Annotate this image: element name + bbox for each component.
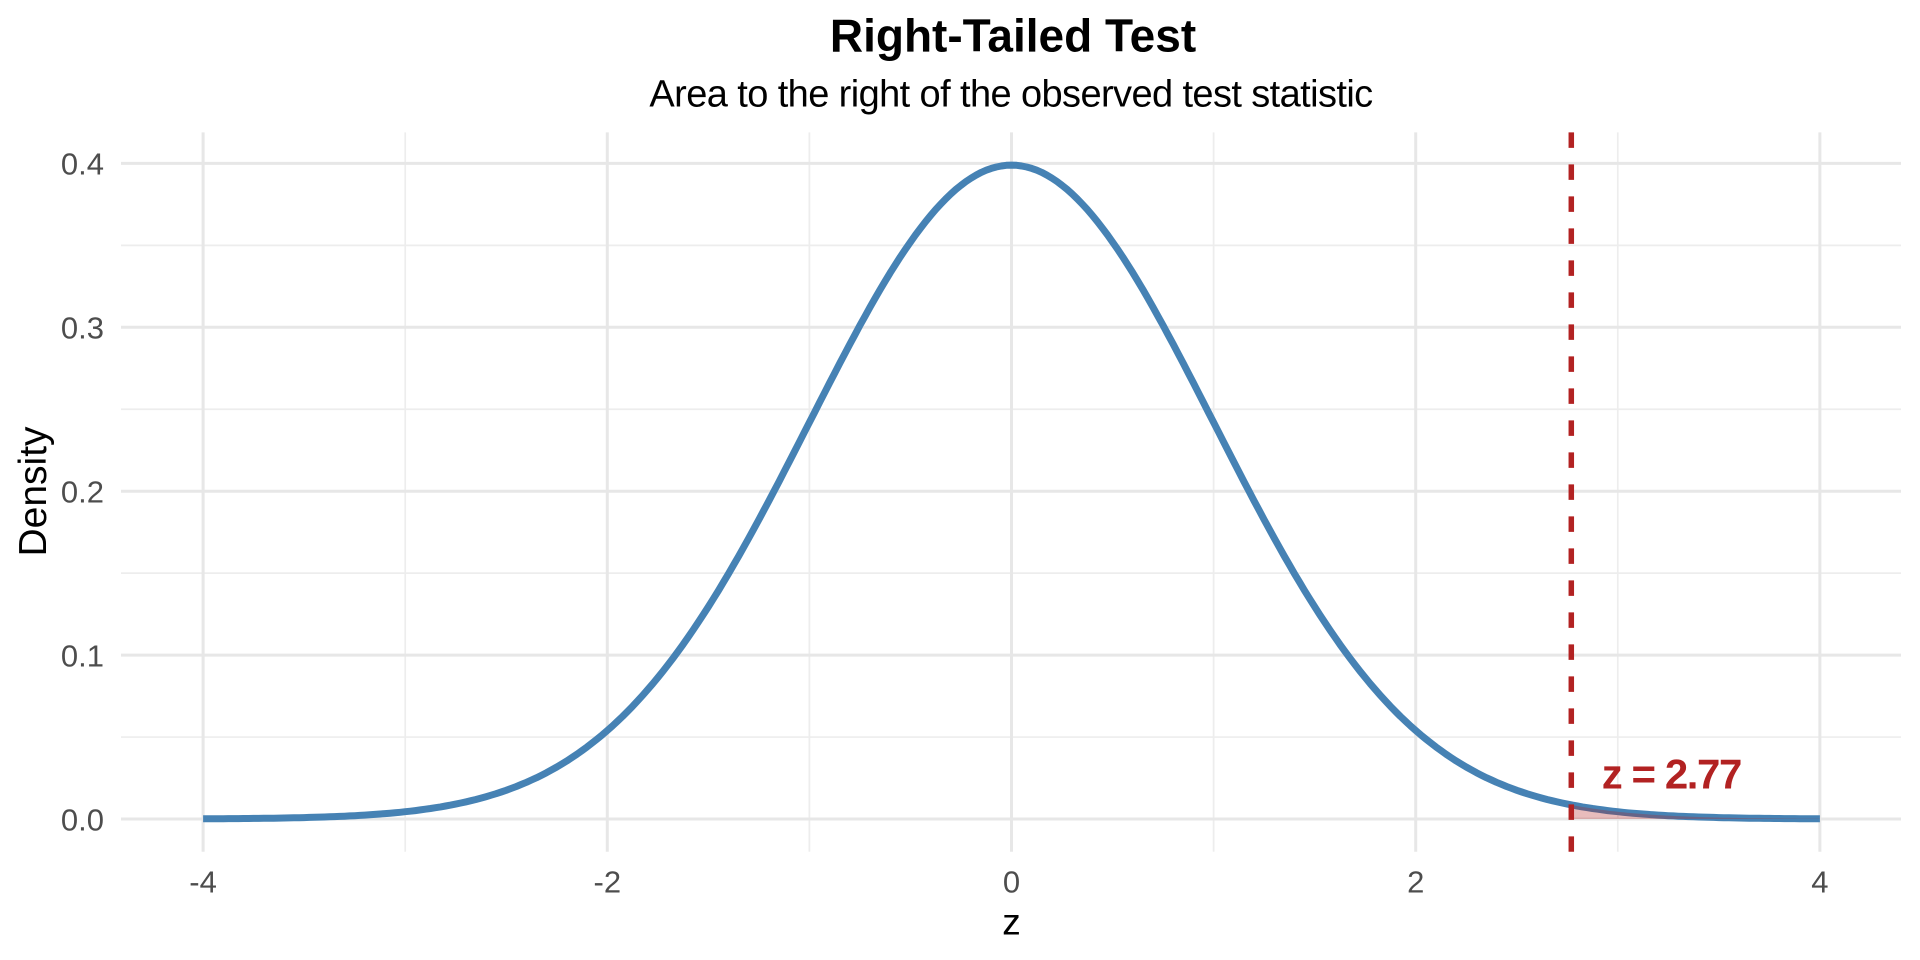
svg-text:0: 0: [1003, 864, 1020, 899]
svg-text:Right-Tailed Test: Right-Tailed Test: [830, 10, 1196, 62]
svg-text:z = 2.77: z = 2.77: [1602, 751, 1741, 798]
svg-text:Density: Density: [12, 426, 55, 557]
svg-text:2: 2: [1407, 864, 1424, 899]
svg-text:4: 4: [1811, 864, 1828, 899]
svg-text:0.4: 0.4: [61, 147, 104, 182]
svg-text:0.2: 0.2: [61, 475, 104, 510]
svg-text:-2: -2: [594, 864, 622, 899]
svg-text:0.3: 0.3: [61, 311, 104, 346]
svg-text:z: z: [1002, 902, 1021, 943]
svg-text:-4: -4: [189, 864, 217, 899]
svg-text:0.1: 0.1: [61, 638, 104, 673]
svg-text:0.0: 0.0: [61, 802, 104, 837]
svg-text:Area to the right of the obser: Area to the right of the observed test s…: [649, 73, 1372, 115]
